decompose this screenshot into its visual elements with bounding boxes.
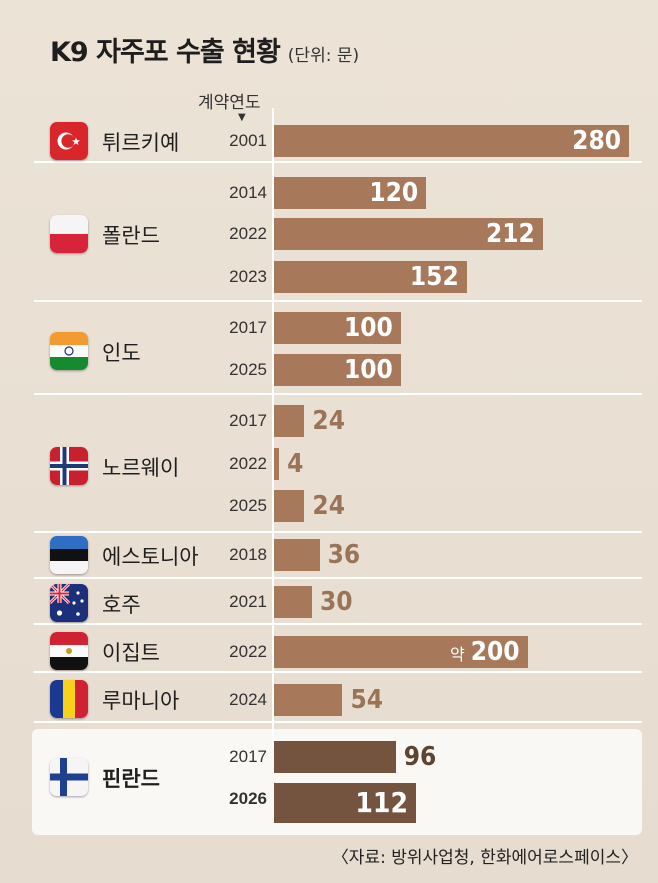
value-label: 약 200 [450,637,520,667]
bar [274,490,305,522]
bar [274,405,305,437]
year-label: 2021 [229,592,267,611]
group-divider [34,671,642,673]
bar [274,312,401,344]
value-label: 100 [343,313,393,343]
country-label: 폴란드 [102,224,160,248]
bar [274,354,401,386]
bar [274,586,313,618]
value-label: 120 [369,178,419,208]
year-label: 2025 [229,360,267,379]
value-label: 54 [350,685,384,715]
bar [274,261,467,293]
value-label: 112 [355,786,408,819]
value-label: 24 [312,406,345,436]
value-label: 4 [287,449,304,479]
india-flag-icon [50,332,88,370]
year-label: 2017 [229,318,267,337]
egypt-flag-icon [50,632,88,670]
value-label: 96 [403,742,437,772]
value-label: 30 [320,587,353,617]
value-label: 36 [327,540,361,570]
group-divider [34,393,642,395]
value-label: 152 [409,262,459,292]
group-divider [34,721,642,723]
year-label: 2001 [229,131,267,150]
group-divider [34,577,642,579]
year-column-header: 계약연도 [198,93,261,113]
australia-flag-icon [50,584,88,622]
approx-prefix: 약 [450,645,465,664]
country-label: 핀란드 [102,767,160,791]
norway-flag-icon [50,447,88,485]
poland-flag-icon [50,215,88,253]
year-label: 2018 [229,545,267,564]
country-label: 호주 [102,593,141,617]
year-label: 2014 [229,183,267,202]
year-label: 2017 [229,747,267,766]
year-label: 2022 [229,224,267,243]
value-label: 24 [312,491,345,521]
group-divider [34,623,642,625]
country-label: 튀르키예 [102,131,180,155]
year-label: 2022 [229,454,267,473]
value-label: 100 [343,355,393,385]
country-label: 루마니아 [102,689,180,713]
romania-flag-icon [50,680,88,718]
year-label: 2022 [229,642,267,661]
finland-flag-icon [50,758,88,796]
bar [274,741,396,773]
year-label: 2024 [229,690,267,709]
chart-title: K9 자주포 수출 현황 (단위: 문) [50,37,360,68]
year-label: 2026 [229,789,267,808]
group-divider [34,531,642,533]
bar [274,448,280,480]
bar [274,539,320,571]
value-label: 212 [485,219,535,249]
axis-line [272,108,274,748]
bar [274,636,528,668]
group-divider [34,161,642,163]
country-label: 노르웨이 [102,456,180,480]
turkey-flag-icon [50,122,88,160]
bar [274,684,343,716]
country-label: 인도 [102,341,141,365]
group-divider [34,300,642,302]
bar [274,218,543,250]
year-label: 2025 [229,496,267,515]
bar [274,177,427,209]
estonia-flag-icon [50,536,88,574]
bar [274,783,416,823]
country-label: 에스토니아 [102,545,199,569]
bar [274,125,629,157]
country-label: 이집트 [102,641,160,665]
source-note: 〈자료: 방위사업청, 한화에어로스페이스〉 [331,848,638,868]
year-label: 2023 [229,267,267,286]
year-label: 2017 [229,411,267,430]
value-label: 280 [572,126,621,156]
unit-label: (단위: 문) [287,46,360,66]
down-arrow-icon: ▼ [238,112,246,123]
